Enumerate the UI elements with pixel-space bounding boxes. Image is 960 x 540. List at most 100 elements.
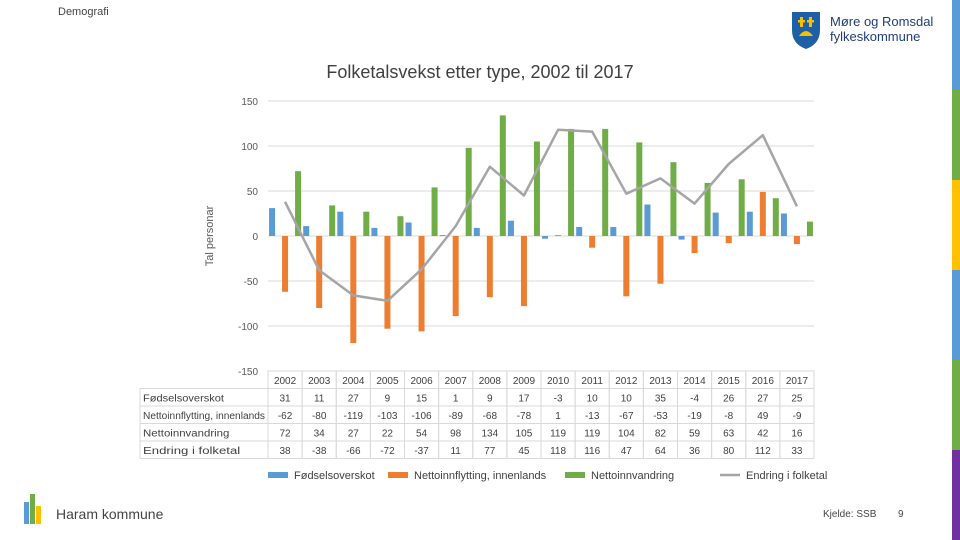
- data-label: 11: [450, 446, 461, 457]
- bar: [576, 227, 583, 236]
- bar: [704, 182, 711, 236]
- x-tick-label: 2015: [718, 376, 741, 387]
- data-label: -66: [346, 446, 361, 457]
- bar: [610, 227, 617, 236]
- bar: [589, 236, 596, 248]
- fylkeskommune-logo: Møre og Romsdal fylkeskommune: [790, 10, 940, 54]
- data-label: 10: [621, 394, 633, 405]
- bar: [602, 128, 609, 236]
- data-label: 17: [518, 394, 530, 405]
- x-tick-label: 2009: [513, 376, 536, 387]
- bar: [644, 204, 651, 236]
- data-label: -119: [344, 411, 364, 422]
- data-label: 45: [518, 446, 530, 457]
- bar: [473, 227, 480, 236]
- bar: [486, 236, 493, 298]
- x-tick-label: 2014: [683, 376, 706, 387]
- y-tick-label: 100: [241, 142, 258, 153]
- bar: [329, 205, 336, 236]
- bar: [520, 236, 527, 307]
- data-label: 26: [723, 394, 735, 405]
- bar: [746, 211, 753, 236]
- data-label: 35: [655, 394, 667, 405]
- data-label: 59: [689, 429, 701, 440]
- table-row-label: Nettoinnvandring: [143, 429, 229, 440]
- table-row-label: Fødselsoverskot: [143, 394, 224, 405]
- bar: [691, 236, 698, 254]
- data-label: 33: [791, 446, 803, 457]
- x-tick-label: 2013: [649, 376, 672, 387]
- logo-line1: Møre og Romsdal: [830, 14, 934, 29]
- x-tick-label: 2004: [342, 376, 365, 387]
- data-label: 22: [382, 429, 394, 440]
- bar: [431, 187, 438, 236]
- municipality-name: Haram kommune: [56, 506, 164, 522]
- data-label: -89: [448, 411, 463, 422]
- data-label: 1: [453, 394, 459, 405]
- data-label: 1: [555, 411, 561, 422]
- bar: [499, 115, 506, 236]
- bar: [533, 141, 540, 236]
- bar: [793, 236, 800, 245]
- bar: [465, 147, 472, 236]
- source-label: Kjelde: SSB: [823, 509, 877, 520]
- legend-label: Fødselsoverskot: [294, 470, 375, 482]
- chart-title: Folketalsvekst etter type, 2002 til 2017: [326, 62, 634, 82]
- bar: [772, 198, 779, 236]
- y-tick-label: 0: [252, 232, 258, 243]
- table-row-label: Nettoinnflytting, innenlands: [143, 411, 265, 422]
- data-label: 11: [314, 394, 325, 405]
- data-label: 42: [757, 429, 769, 440]
- x-tick-label: 2010: [547, 376, 570, 387]
- table-cell: [779, 440, 815, 459]
- data-label: 77: [484, 446, 496, 457]
- data-label: -8: [724, 411, 733, 422]
- data-label: -106: [412, 411, 432, 422]
- data-label: 47: [621, 446, 633, 457]
- bar: [507, 220, 514, 236]
- data-label: 49: [757, 411, 769, 422]
- x-tick-label: 2011: [581, 376, 603, 387]
- bar: [555, 235, 562, 236]
- bar: [384, 236, 391, 329]
- y-tick-label: -150: [238, 367, 258, 378]
- bar: [337, 211, 344, 236]
- bar: [678, 236, 685, 240]
- data-label: 72: [280, 429, 292, 440]
- data-label: 31: [280, 394, 292, 405]
- data-label: 119: [584, 429, 600, 440]
- y-tick-label: -50: [244, 277, 259, 288]
- x-tick-label: 2016: [752, 376, 775, 387]
- data-label: 80: [723, 446, 735, 457]
- data-label: -78: [517, 411, 532, 422]
- bar: [350, 236, 357, 344]
- data-label: 34: [314, 429, 326, 440]
- data-label: 54: [416, 429, 428, 440]
- x-tick-label: 2003: [308, 376, 331, 387]
- legend-label: Endring i folketal: [746, 470, 827, 482]
- bar: [371, 227, 378, 236]
- data-label: -72: [380, 446, 395, 457]
- data-label: -9: [792, 411, 801, 422]
- data-label: 63: [723, 429, 735, 440]
- legend-swatch: [565, 472, 585, 478]
- bar: [418, 236, 425, 332]
- data-label: 9: [487, 394, 493, 405]
- x-tick-label: 2008: [479, 376, 502, 387]
- data-label: -13: [585, 411, 600, 422]
- data-label: 27: [757, 394, 769, 405]
- bar: [316, 236, 323, 308]
- data-label: 36: [689, 446, 701, 457]
- y-axis-label: Tal personar: [204, 205, 216, 266]
- bar: [295, 171, 302, 236]
- bar: [282, 236, 289, 292]
- data-label: -3: [554, 394, 563, 405]
- data-label: 119: [550, 429, 566, 440]
- logo-line2: fylkeskommune: [830, 29, 921, 44]
- x-tick-label: 2006: [410, 376, 433, 387]
- bar: [439, 235, 446, 236]
- data-label: 27: [348, 394, 360, 405]
- bar: [806, 221, 813, 236]
- bar: [452, 236, 459, 317]
- data-label: -80: [312, 411, 327, 422]
